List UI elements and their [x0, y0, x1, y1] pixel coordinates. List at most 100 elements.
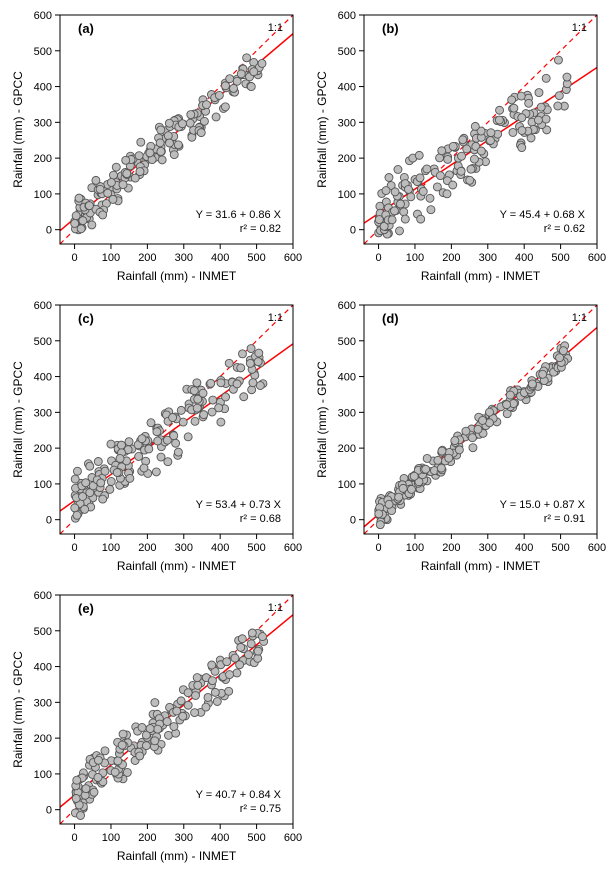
data-point [72, 795, 80, 803]
data-point [518, 144, 526, 152]
x-tick-label: 500 [247, 832, 265, 844]
data-point [174, 448, 182, 456]
data-point [542, 115, 550, 123]
data-point [388, 216, 396, 224]
data-point [192, 692, 200, 700]
data-point [226, 75, 234, 83]
data-point [111, 768, 119, 776]
data-point [135, 152, 143, 160]
data-point [237, 70, 245, 78]
data-point [142, 742, 150, 750]
data-point [238, 635, 246, 643]
data-point [249, 379, 257, 387]
regression-equation: Y = 53.4 + 0.73 X [196, 499, 282, 511]
y-tick-label: 100 [34, 479, 52, 491]
x-tick-label: 500 [247, 252, 265, 264]
data-point [449, 142, 457, 150]
x-tick-label: 100 [102, 832, 120, 844]
data-point [247, 345, 255, 353]
data-point [535, 89, 543, 97]
data-point [146, 725, 154, 733]
data-point [200, 411, 208, 419]
one-to-one-label: 1:1 [268, 22, 283, 34]
y-tick-label: 0 [46, 805, 52, 817]
x-tick-label: 600 [588, 252, 606, 264]
data-point [101, 467, 109, 475]
x-tick-label: 100 [406, 252, 424, 264]
data-point [71, 475, 79, 483]
data-point [190, 387, 198, 395]
data-point [539, 370, 547, 378]
x-tick-label: 0 [376, 542, 382, 554]
data-point [96, 185, 104, 193]
x-tick-label: 600 [284, 252, 302, 264]
r-squared-text: r² = 0.82 [240, 223, 281, 235]
y-tick-label: 200 [338, 443, 356, 455]
data-point [250, 68, 258, 76]
data-point [470, 155, 478, 163]
y-axis-title: Rainfall (mm) - GPCC [11, 651, 25, 768]
x-tick-label: 200 [442, 542, 460, 554]
x-tick-label: 100 [102, 542, 120, 554]
y-tick-label: 500 [34, 626, 52, 638]
data-point [194, 395, 202, 403]
data-point [238, 350, 246, 358]
r-squared-text: r² = 0.62 [544, 223, 585, 235]
data-point [422, 465, 430, 473]
data-point [518, 114, 526, 122]
r-squared-text: r² = 0.75 [240, 803, 281, 815]
data-point [415, 151, 423, 159]
x-tick-label: 300 [175, 832, 193, 844]
data-point [178, 120, 186, 128]
one-to-one-label: 1:1 [572, 312, 587, 324]
data-point [147, 419, 155, 427]
x-tick-label: 0 [72, 252, 78, 264]
data-point [99, 495, 107, 503]
data-point [90, 788, 98, 796]
data-point [444, 155, 452, 163]
data-point [193, 674, 201, 682]
data-point [437, 464, 445, 472]
data-point [157, 453, 165, 461]
y-tick-label: 100 [338, 479, 356, 491]
data-point [164, 458, 172, 466]
data-point [116, 454, 124, 462]
scatter-panel-a: 01002003004005006000100200300400500600Ra… [8, 5, 303, 290]
data-point [385, 500, 393, 508]
data-point [86, 462, 94, 470]
data-point [555, 92, 563, 100]
y-tick-label: 500 [338, 336, 356, 348]
data-point [97, 479, 105, 487]
data-point [486, 137, 494, 145]
data-point [79, 493, 87, 501]
data-point [209, 396, 217, 404]
data-point [438, 147, 446, 155]
y-tick-label: 600 [338, 10, 356, 22]
data-point [145, 445, 153, 453]
y-tick-label: 100 [338, 189, 356, 201]
data-point [554, 102, 562, 110]
one-to-one-label: 1:1 [572, 22, 587, 34]
y-tick-label: 500 [34, 336, 52, 348]
data-point [556, 354, 564, 362]
x-tick-label: 400 [211, 542, 229, 554]
x-tick-label: 400 [211, 252, 229, 264]
x-tick-label: 500 [551, 542, 569, 554]
data-point [259, 633, 267, 641]
data-point [479, 416, 487, 424]
scatter-panel-d: 01002003004005006000100200300400500600Ra… [312, 295, 607, 580]
x-tick-label: 600 [284, 542, 302, 554]
data-point [212, 113, 220, 121]
data-point [438, 447, 446, 455]
r-squared-text: r² = 0.68 [240, 513, 281, 525]
data-point [101, 747, 109, 755]
data-point [466, 176, 474, 184]
data-point [126, 474, 134, 482]
x-tick-label: 400 [515, 542, 533, 554]
x-tick-label: 600 [284, 832, 302, 844]
y-axis-title: Rainfall (mm) - GPCC [11, 361, 25, 478]
data-point [244, 651, 252, 659]
data-point [207, 379, 215, 387]
data-point [468, 434, 476, 442]
x-tick-label: 200 [138, 542, 156, 554]
